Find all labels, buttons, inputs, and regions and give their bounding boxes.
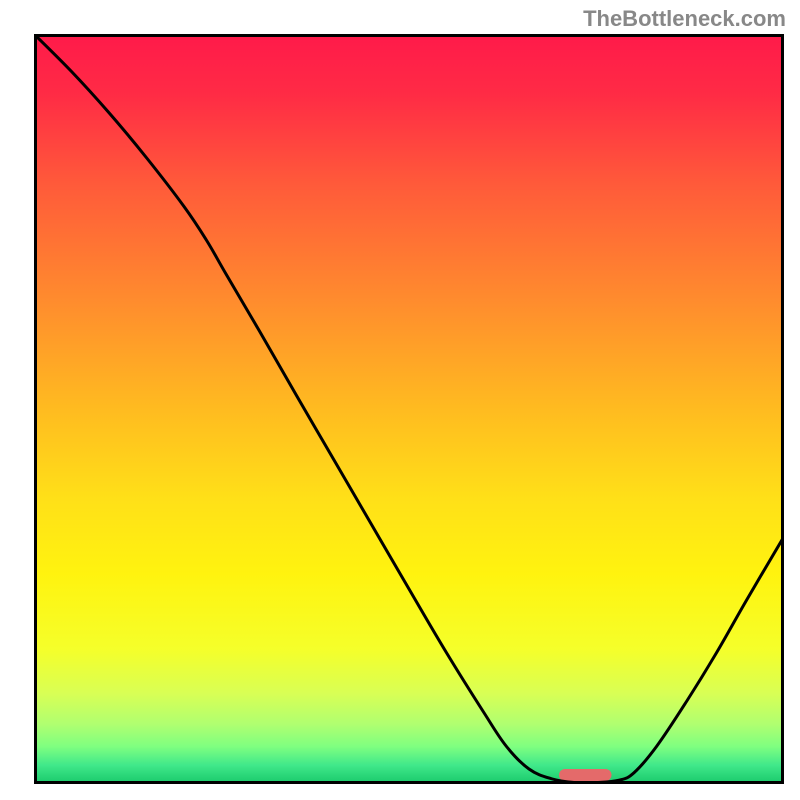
- gradient-background: [34, 34, 784, 784]
- chart-container: TheBottleneck.com: [0, 0, 800, 800]
- chart-svg: [34, 34, 784, 784]
- watermark-text: TheBottleneck.com: [583, 6, 786, 32]
- marker-pill: [559, 769, 612, 781]
- plot-area: [34, 34, 784, 784]
